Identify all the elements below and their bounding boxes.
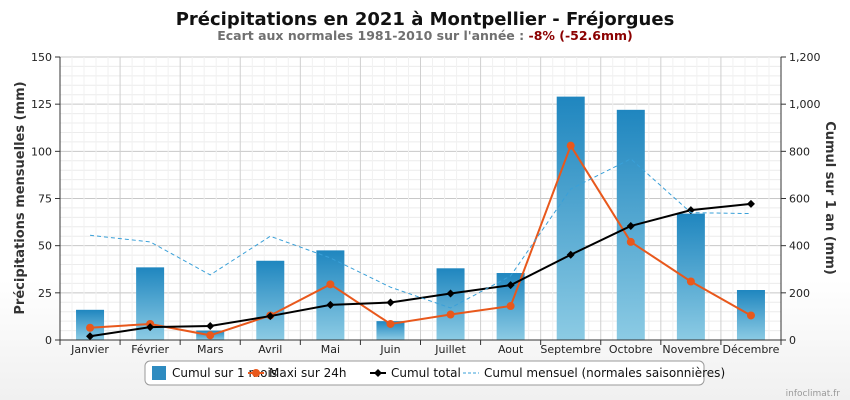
legend-label: Cumul total: [391, 366, 461, 380]
legend-label: Cumul sur 1 mois: [172, 366, 277, 380]
point-maxi-sur-24h: [686, 277, 695, 286]
point-maxi-sur-24h: [386, 319, 395, 328]
legend-label: Maxi sur 24h: [269, 366, 346, 380]
x-tick-label: Septembre: [540, 343, 601, 356]
legend-item-cumul-total[interactable]: Cumul total: [370, 366, 461, 380]
y-tick-label-left: 75: [38, 193, 52, 206]
credit: infoclimat.fr: [786, 389, 841, 399]
x-tick-label: Mai: [321, 343, 340, 356]
y-tick-label-right: 1,200: [789, 51, 821, 64]
subtitle-prefix: Ecart aux normales 1981-2010 sur l'année…: [217, 28, 528, 43]
x-tick-label: Novembre: [662, 343, 719, 356]
y-axis-right-title: Cumul sur 1 an (mm): [822, 121, 837, 275]
bar-mai: [316, 250, 345, 340]
y-tick-label-left: 100: [31, 145, 52, 158]
grid: [59, 56, 782, 341]
x-tick-label: Juillet: [434, 343, 466, 356]
subtitle-deviation: -8% (-52.6mm): [529, 28, 633, 43]
point-cumul-total: [746, 199, 755, 208]
point-cumul-total: [266, 312, 275, 321]
legend-swatch: [152, 366, 166, 380]
bar-novembre: [676, 213, 705, 340]
y-tick-label-left: 25: [38, 287, 52, 300]
legend-marker: [252, 369, 260, 377]
point-maxi-sur-24h: [206, 331, 215, 340]
x-tick-label: Aout: [498, 343, 524, 356]
point-maxi-sur-24h: [506, 302, 515, 311]
y-tick-label-left: 125: [31, 98, 52, 111]
bar-juin: [376, 321, 405, 340]
x-tick-label: Octobre: [609, 343, 653, 356]
legend-item-cumul-mensuel-normales-saisonni-res[interactable]: Cumul mensuel (normales saisonnières): [463, 366, 725, 380]
legend-box: [144, 360, 705, 386]
y-tick-label-right: 200: [789, 287, 810, 300]
legend-label: Cumul mensuel (normales saisonnières): [484, 366, 725, 380]
x-tick-label: Avril: [258, 343, 282, 356]
point-maxi-sur-24h: [326, 280, 335, 289]
line-maxi-sur-24h: [89, 143, 752, 337]
point-cumul-total: [386, 298, 395, 307]
point-cumul-total: [566, 250, 575, 259]
y-tick-label-right: 0: [789, 334, 796, 347]
y-tick-label-left: 50: [38, 240, 52, 253]
y-tick-label-right: 800: [789, 145, 810, 158]
y-tick-label-right: 1,000: [789, 98, 821, 111]
point-maxi-sur-24h: [626, 237, 635, 246]
point-maxi-sur-24h: [446, 310, 455, 319]
point-cumul-total: [626, 221, 635, 230]
x-tick-label: Mars: [197, 343, 224, 356]
y-tick-label-right: 400: [789, 240, 810, 253]
x-tick-label: Décembre: [723, 343, 780, 356]
bar-avril: [256, 260, 285, 340]
y-tick-label-right: 600: [789, 193, 810, 206]
chart-subtitle: Ecart aux normales 1981-2010 sur l'année…: [217, 28, 633, 43]
y-tick-label-left: 0: [45, 334, 52, 347]
x-tick-label: Juin: [379, 343, 400, 356]
point-cumul-total: [506, 281, 515, 290]
point-maxi-sur-24h: [566, 141, 575, 150]
chart-title: Précipitations en 2021 à Montpellier - F…: [176, 9, 675, 30]
lines: [86, 141, 755, 341]
bar-septembre: [556, 96, 585, 341]
bar-juillet: [436, 268, 465, 340]
x-tick-label: Février: [131, 343, 169, 356]
point-cumul-total: [446, 289, 455, 298]
point-maxi-sur-24h: [86, 323, 95, 332]
point-cumul-total: [326, 300, 335, 309]
point-maxi-sur-24h: [746, 311, 755, 320]
legend-marker: [374, 369, 382, 377]
y-axis-left-title: Précipitations mensuelles (mm): [13, 81, 28, 314]
legend-item-cumul-sur-1-mois[interactable]: Cumul sur 1 mois: [152, 366, 277, 380]
y-tick-label-left: 150: [31, 51, 52, 64]
point-cumul-total: [146, 323, 155, 332]
axes: 0 25 50 75 100 125 150 0 200 400 600 800 1,000 1,200 J…: [31, 51, 821, 356]
legend-item-maxi-sur-24h[interactable]: Maxi sur 24h: [248, 366, 346, 380]
line-cumul-total: [89, 202, 752, 338]
point-cumul-total: [686, 206, 695, 215]
point-cumul-total: [86, 332, 95, 341]
point-cumul-total: [206, 321, 215, 330]
x-tick-label: Janvier: [70, 343, 109, 356]
